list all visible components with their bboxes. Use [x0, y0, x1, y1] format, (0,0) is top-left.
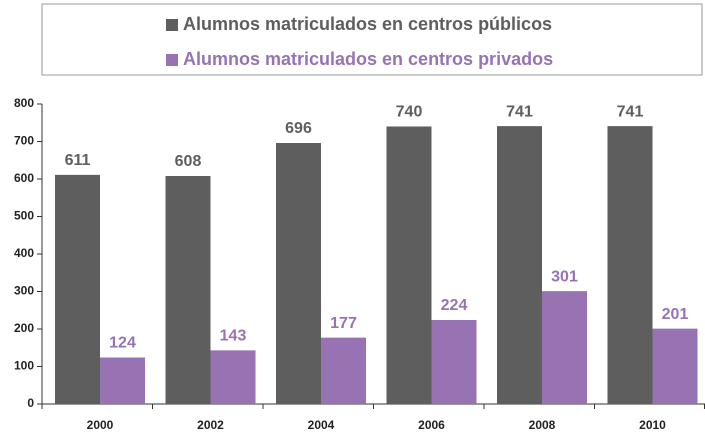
bar [276, 143, 321, 404]
legend-swatch [166, 54, 178, 66]
x-tick-label: 2002 [197, 418, 224, 432]
bar [386, 126, 432, 404]
bar [165, 176, 211, 404]
y-tick-label: 200 [14, 321, 34, 335]
value-label: 696 [285, 120, 312, 137]
value-label: 741 [506, 103, 533, 120]
value-label: 224 [441, 297, 468, 314]
y-tick-label: 100 [14, 359, 34, 373]
legend-box [41, 3, 703, 76]
bar [100, 357, 145, 404]
y-tick-label: 0 [27, 396, 34, 410]
bar [497, 126, 542, 404]
x-tick-label: 2000 [87, 418, 114, 432]
value-label: 740 [396, 104, 423, 121]
y-tick-label: 400 [14, 246, 34, 260]
x-tick-label: 2004 [308, 418, 335, 432]
value-label: 741 [617, 103, 644, 120]
value-label: 143 [220, 328, 247, 345]
bar [652, 328, 698, 404]
value-label: 301 [551, 268, 578, 285]
bar [321, 337, 366, 404]
legend-label: Alumnos matriculados en centros públicos [183, 14, 552, 34]
legend-label: Alumnos matriculados en centros privados [183, 49, 553, 69]
value-label: 608 [175, 153, 202, 170]
x-tick-label: 2006 [418, 418, 445, 432]
value-label: 611 [65, 152, 91, 169]
y-tick-label: 600 [14, 171, 34, 185]
bar [431, 320, 477, 404]
y-tick-label: 300 [14, 284, 34, 298]
y-tick-label: 800 [14, 96, 34, 110]
x-tick-label: 2010 [639, 418, 666, 432]
x-tick-label: 2008 [529, 418, 556, 432]
value-label: 177 [330, 315, 357, 332]
bar [542, 291, 587, 404]
value-label: 201 [662, 306, 689, 323]
value-label: 124 [109, 335, 136, 352]
y-tick-label: 700 [14, 134, 34, 148]
bar [55, 174, 100, 404]
y-tick-label: 500 [14, 209, 34, 223]
bar [210, 350, 256, 404]
bar [607, 126, 653, 404]
legend-swatch [166, 19, 178, 31]
